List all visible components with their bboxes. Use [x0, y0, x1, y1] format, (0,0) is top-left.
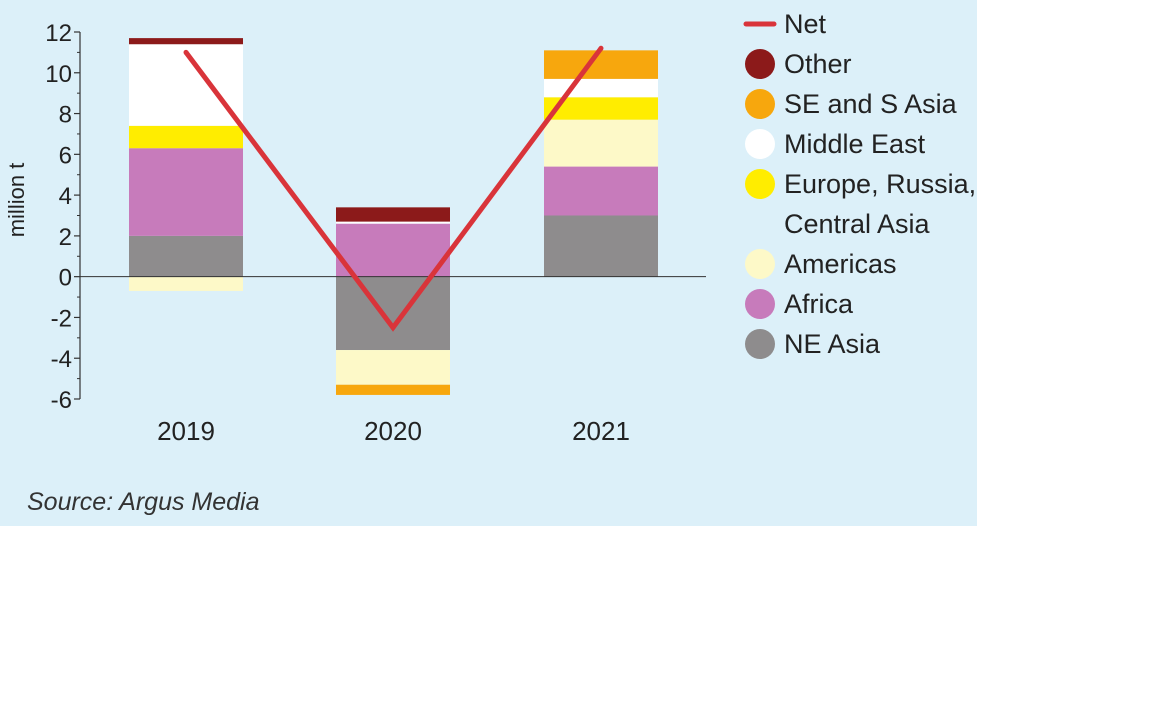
bar-segment-americas-2019 [129, 276, 243, 291]
bar-segment-ne-asia-2021 [544, 215, 658, 277]
bar-segment-se-and-s-asia-2021 [544, 50, 658, 79]
bar-segment-europe-russia-central-asia-2021 [544, 97, 658, 120]
legend-marker-middle-east [745, 129, 775, 159]
net-point [598, 45, 604, 51]
legend-marker-africa [745, 289, 775, 319]
y-axis-title: million t [4, 163, 29, 238]
legend-marker-ne-asia [745, 329, 775, 359]
bar-segment-middle-east-2020 [336, 221, 450, 224]
bar-segment-middle-east-2019 [129, 44, 243, 126]
bar-segment-other-2020 [336, 207, 450, 222]
x-tick-label: 2019 [157, 416, 215, 446]
y-tick-label: -6 [51, 387, 72, 414]
y-tick-label: 12 [45, 20, 72, 47]
legend-label: Other [784, 49, 852, 79]
bar-segment-americas-2020 [336, 350, 450, 385]
bar-segment-africa-2021 [544, 166, 658, 216]
legend-label: Africa [784, 289, 854, 319]
x-tick-label: 2021 [572, 416, 630, 446]
legend-marker-americas [745, 249, 775, 279]
net-point [390, 325, 396, 331]
x-tick-label: 2020 [364, 416, 422, 446]
source-note: Source: Argus Media [27, 488, 260, 516]
y-tick-label: 10 [45, 61, 72, 88]
y-tick-label: 4 [59, 183, 72, 210]
bar-segment-europe-russia-central-asia-2019 [129, 125, 243, 149]
legend-label: Middle East [784, 129, 926, 159]
stacked-bar-chart: 12 10 8 6 4 2 0 -2 -4 -6 million t 2019 2020 2021 Net O… [4, 9, 976, 446]
legend-label: Central Asia [784, 209, 931, 239]
legend-label: Net [784, 9, 827, 39]
legend-marker-other [745, 49, 775, 79]
legend-label: NE Asia [784, 329, 881, 359]
bar-segment-ne-asia-2020 [336, 276, 450, 351]
y-tick-label: 0 [59, 265, 72, 292]
legend-label: SE and S Asia [784, 89, 958, 119]
net-point [183, 49, 189, 55]
bar-segment-ne-asia-2019 [129, 235, 243, 277]
bar-segment-se-and-s-asia-2020 [336, 384, 450, 395]
legend-marker-europe-russia-central-asia [745, 169, 775, 199]
bar-segment-other-2019 [129, 38, 243, 45]
bar-segment-middle-east-2021 [544, 78, 658, 98]
bar-segment-africa-2019 [129, 148, 243, 236]
y-tick-label: 8 [59, 102, 72, 129]
y-tick-label: 6 [59, 142, 72, 169]
y-tick-label: 2 [59, 224, 72, 251]
legend-marker-se-and-s-asia [745, 89, 775, 119]
bar-segment-africa-2020 [336, 223, 450, 277]
legend-label: Europe, Russia, [784, 169, 976, 199]
y-tick-label: -2 [51, 305, 72, 332]
legend-label: Americas [784, 249, 897, 279]
bar-segment-americas-2021 [544, 119, 658, 167]
y-tick-label: -4 [51, 346, 72, 373]
